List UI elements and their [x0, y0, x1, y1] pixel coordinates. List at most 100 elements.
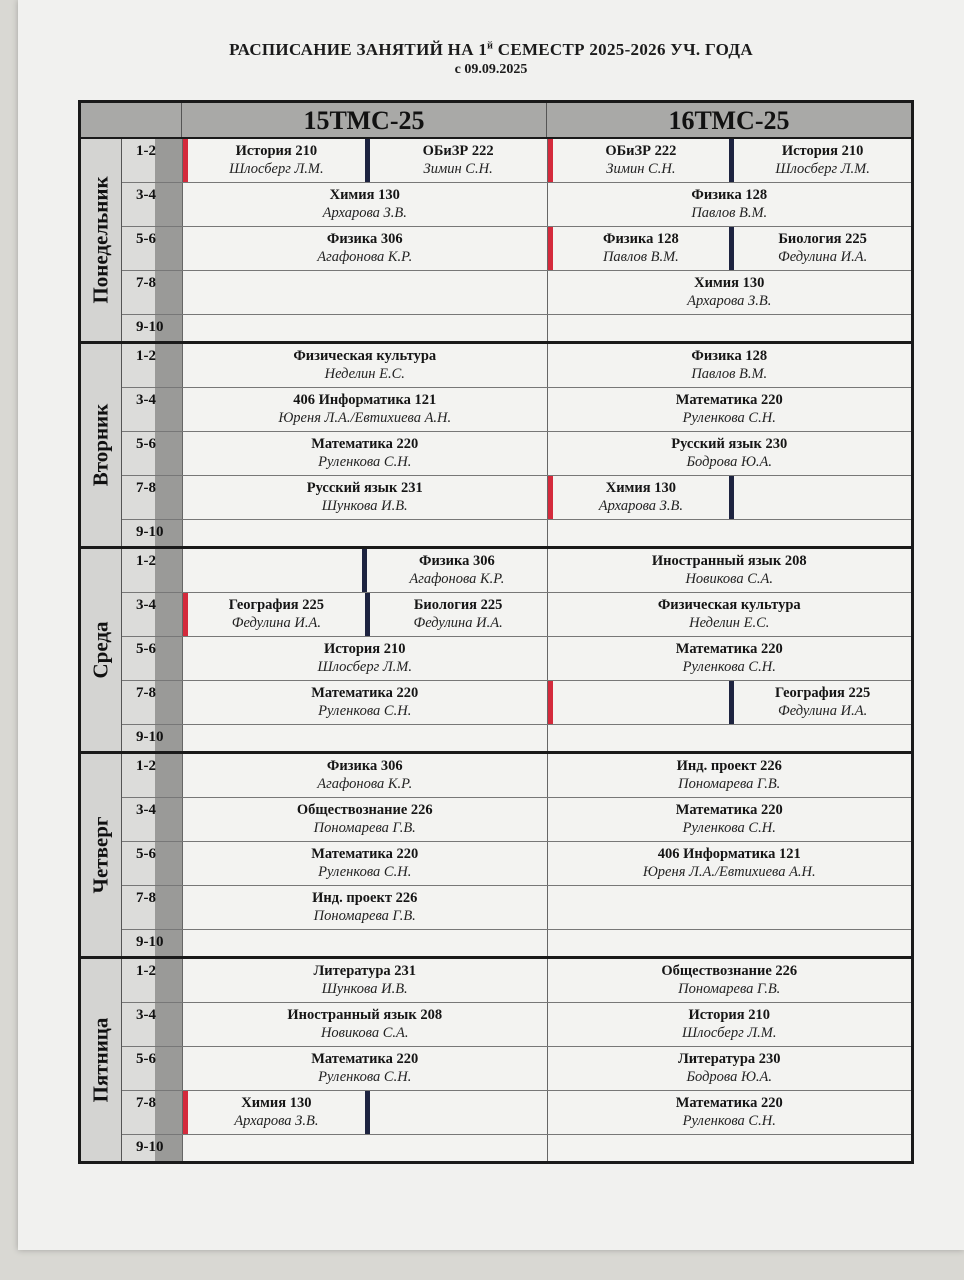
lesson-subject: Биология 225 [413, 597, 503, 613]
lesson-teacher: Юреня Л.А./Евтихиева А.Н. [642, 864, 816, 880]
day-name-cell: Пятница [81, 959, 122, 1161]
pair-number: 3-4 [122, 798, 182, 841]
lesson-teacher: Архарова З.В. [687, 293, 772, 309]
lesson-teacher: Руленкова С.Н. [318, 454, 412, 470]
group-header: 15ТМС-25 [181, 103, 546, 137]
lesson-cell: Русский язык 230 Бодрова Ю.А. [546, 432, 912, 475]
lesson-teacher: Шлосберг Л.М. [317, 659, 413, 675]
pair-number: 9-10 [122, 725, 182, 751]
lesson-cell [546, 886, 912, 929]
lesson-cell: География 225 Федулина И.А. Биология 225 Фе… [182, 593, 547, 636]
table-row: 5-6 Математика 220 Руленкова С.Н. Русский я… [122, 432, 911, 476]
table-row: 1-2 Физика 306 Агафонова К.Р. Иностранный я… [122, 549, 911, 593]
lesson-teacher: Агафонова К.Р. [317, 249, 413, 265]
lesson-cell [546, 725, 912, 751]
day-name-cell: Среда [81, 549, 122, 751]
schedule-sheet: РАСПИСАНИЕ ЗАНЯТИЙ НА 1й СЕМЕСТР 2025-20… [18, 0, 964, 1250]
lesson-cell: География 225 Федулина И.А. [546, 681, 912, 724]
lesson-teacher: Агафонова К.Р. [409, 571, 505, 587]
subgroup-1 [183, 549, 362, 592]
table-row: 3-4 Химия 130 Архарова З.В. Физика 128 Павло… [122, 183, 911, 227]
lesson-cell [182, 1135, 547, 1161]
lesson-cell: Химия 130 Архарова З.В. [182, 1091, 547, 1134]
lesson-cell [182, 315, 547, 341]
schedule-table: 15ТМС-25 16ТМС-25 Понедельник 1-2 История … [78, 100, 914, 1164]
lesson-cell [546, 520, 912, 546]
subgroup-2: Биология 225 Федулина И.А. [729, 227, 911, 270]
lesson-cell: Математика 220 Руленкова С.Н. [546, 798, 912, 841]
table-row: 5-6 Физика 306 Агафонова К.Р. Физика 128 Пав… [122, 227, 911, 271]
pair-number: 9-10 [122, 520, 182, 546]
lesson-subject: Математика 220 [311, 846, 419, 862]
day-rows: 1-2 История 210 Шлосберг Л.М. ОБиЗР 222 Зими… [122, 139, 911, 341]
pair-number: 9-10 [122, 1135, 182, 1161]
table-row: 1-2 Физическая культура Неделин Е.С. Физика… [122, 344, 911, 388]
pair-number: 5-6 [122, 637, 182, 680]
lesson: Математика 220 Руленкова С.Н. [548, 388, 912, 431]
lesson-subject: 406 Информатика 121 [293, 392, 437, 408]
lesson-teacher: Шункова И.В. [321, 498, 408, 514]
lesson: Математика 220 Руленкова С.Н. [183, 432, 547, 475]
day-name: Вторник [88, 403, 113, 487]
lesson: Инд. проект 226 Пономарева Г.В. [183, 886, 547, 929]
lesson: Математика 220 Руленкова С.Н. [548, 1091, 912, 1134]
lesson: Русский язык 230 Бодрова Ю.А. [548, 432, 912, 475]
subgroup-1: Химия 130 Архарова З.В. [183, 1091, 365, 1134]
lesson-subject: Биология 225 [778, 231, 867, 247]
lesson-cell: Математика 220 Руленкова С.Н. [546, 637, 912, 680]
lesson-cell: Химия 130 Архарова З.В. [182, 183, 547, 226]
table-row: 1-2 Физика 306 Агафонова К.Р. Инд. проект 2… [122, 754, 911, 798]
lesson-teacher: Архарова З.В. [322, 205, 407, 221]
day-name: Четверг [88, 816, 113, 894]
pair-number: 7-8 [122, 476, 182, 519]
subgroup-1: География 225 Федулина И.А. [183, 593, 365, 636]
lesson-cell [546, 930, 912, 956]
lesson: Физика 128 Павлов В.М. [548, 344, 912, 387]
lesson-teacher: Шлосберг Л.М. [681, 1025, 777, 1041]
lesson-subject: 406 Информатика 121 [657, 846, 801, 862]
subgroup-2: ОБиЗР 222 Зимин С.Н. [364, 139, 547, 182]
lesson: Математика 220 Руленкова С.Н. [183, 842, 547, 885]
lesson-subject: Математика 220 [311, 436, 419, 452]
lesson-teacher: Федулина И.А. [778, 703, 868, 719]
lesson-cell: Обществознание 226 Пономарева Г.В. [546, 959, 912, 1002]
lesson: История 210 Шлосберг Л.М. [548, 1003, 912, 1046]
lesson-cell: История 210 Шлосберг Л.М. [546, 1003, 912, 1046]
lesson-subject: Инд. проект 226 [312, 890, 418, 906]
lesson-cell: Физическая культура Неделин Е.С. [546, 593, 912, 636]
lesson: История 210 Шлосберг Л.М. [183, 637, 547, 680]
lesson-subject: Математика 220 [311, 685, 419, 701]
lesson: Литература 231 Шункова И.В. [183, 959, 547, 1002]
lesson-cell: Физическая культура Неделин Е.С. [182, 344, 547, 387]
day-block: Понедельник 1-2 История 210 Шлосберг Л.М. ОБ… [81, 139, 911, 344]
lesson-cell: Математика 220 Руленкова С.Н. [546, 1091, 912, 1134]
lesson-subject: География 225 [774, 685, 871, 701]
table-row: 3-4 406 Информатика 121 Юреня Л.А./Евтихие… [122, 388, 911, 432]
subgroup-1: ОБиЗР 222 Зимин С.Н. [547, 139, 730, 182]
lesson: Литература 230 Бодрова Ю.А. [548, 1047, 912, 1090]
lesson-subject: История 210 [323, 641, 406, 657]
group-header: 16ТМС-25 [546, 103, 911, 137]
day-name-cell: Четверг [81, 754, 122, 956]
lesson-cell: 406 Информатика 121 Юреня Л.А./Евтихиева … [182, 388, 547, 431]
lesson-teacher: Бодрова Ю.А. [686, 1069, 773, 1085]
lesson-subject: История 210 [781, 143, 864, 159]
lesson-cell: Химия 130 Архарова З.В. [546, 476, 912, 519]
table-row: 3-4 Иностранный язык 208 Новикова С.А. Исто… [122, 1003, 911, 1047]
table-row: 7-8 Математика 220 Руленкова С.Н. География… [122, 681, 911, 725]
table-row: 9-10 [122, 725, 911, 751]
lesson-teacher: Шлосберг Л.М. [775, 161, 870, 177]
lesson-cell: История 210 Шлосберг Л.М. ОБиЗР 222 Зимин С… [182, 139, 547, 182]
table-row: 9-10 [122, 315, 911, 341]
lesson-cell: История 210 Шлосберг Л.М. [182, 637, 547, 680]
pair-number: 7-8 [122, 271, 182, 314]
table-row: 7-8 Химия 130 Архарова З.В. Математика 220 Р… [122, 1091, 911, 1135]
lesson-teacher: Павлов В.М. [691, 205, 768, 221]
pair-number: 1-2 [122, 549, 182, 592]
lesson-subject: Иностранный язык 208 [287, 1007, 443, 1023]
lesson-subject: Химия 130 [329, 187, 400, 203]
lesson-subject: Физика 306 [326, 231, 403, 247]
lesson: Иностранный язык 208 Новикова С.А. [183, 1003, 547, 1046]
subgroup-1 [547, 681, 730, 724]
subgroup-2 [729, 476, 911, 519]
